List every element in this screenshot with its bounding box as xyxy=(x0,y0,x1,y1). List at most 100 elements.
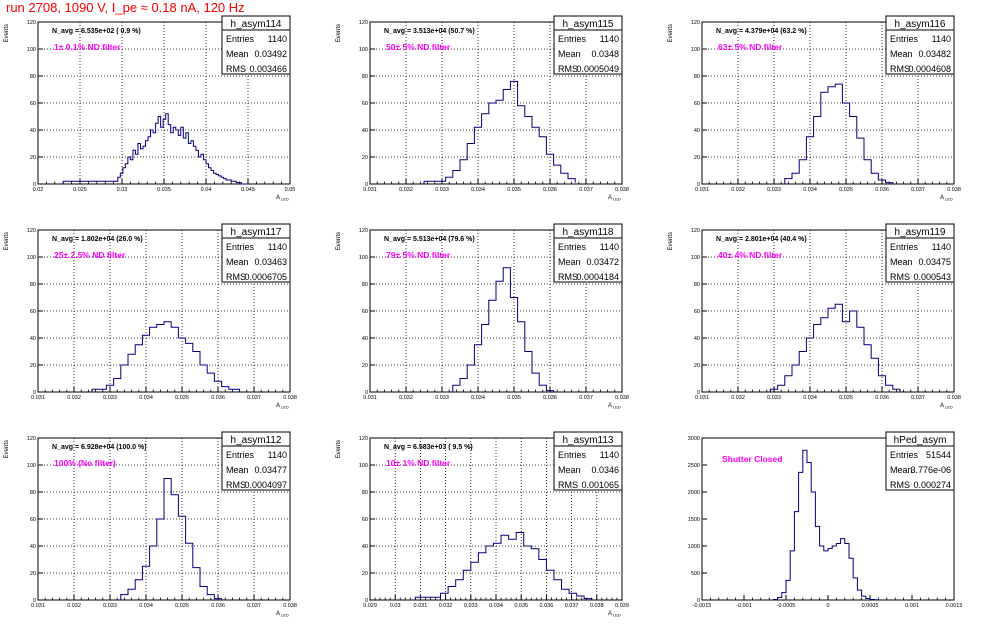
stats-box: h_asym118 Entries 1140 Mean 0.03472 RMS0.0004… xyxy=(553,223,623,283)
y-tick-label: 120 xyxy=(27,228,36,234)
y-tick-label: 2500 xyxy=(688,463,700,469)
x-axis-title: ALED xyxy=(608,195,621,202)
y-tick-label: 60 xyxy=(362,309,368,315)
x-tick-label: 0.032 xyxy=(67,395,81,401)
filter-label: 50± 5% ND filter xyxy=(386,42,451,52)
chart-h_asym119: 0.031 0.032 0.033 0.034 0.035 0.036 0.037 0.038… xyxy=(668,223,961,410)
stat-value: 1140 xyxy=(600,34,619,44)
x-tick-label: 0.033 xyxy=(435,187,449,193)
histogram-name: h_asym113 xyxy=(563,435,614,446)
stat-value: 0.03492 xyxy=(254,49,287,59)
x-tick-label: 0.037 xyxy=(579,187,593,193)
x-tick-label: 0.036 xyxy=(875,187,889,193)
y-tick-label: 0 xyxy=(365,598,368,604)
stat-value: 51544 xyxy=(926,450,951,460)
stat-label: RMS xyxy=(890,272,910,282)
y-tick-label: 40 xyxy=(694,336,700,342)
y-tick-label: 100 xyxy=(691,47,700,53)
y-tick-label: 120 xyxy=(359,436,368,442)
x-tick-label: 0.031 xyxy=(695,395,709,401)
panel-h_asym113: 0.029 0.03 0.031 0.032 0.033 0.034 0.035 0.036 0… xyxy=(332,430,662,630)
stat-value: 0.03472 xyxy=(586,257,619,267)
panel-h_asym114: 0.02 0.025 0.03 0.035 0.04 0.045 0.05 0 20 40 60 80… xyxy=(0,14,330,214)
x-tick-label: 0.038 xyxy=(590,603,604,609)
x-tick-label: 0.04 xyxy=(201,187,212,193)
y-tick-label: 40 xyxy=(362,336,368,342)
x-tick-label: 0.037 xyxy=(247,395,261,401)
x-tick-label: 0.037 xyxy=(911,395,925,401)
filter-label: 1± 0.1% ND filter xyxy=(54,42,121,52)
y-tick-label: 20 xyxy=(30,155,36,161)
stat-value: 1140 xyxy=(932,242,951,252)
stat-label: RMS xyxy=(226,480,246,490)
n-avg-label: N_avg = 1.802e+04 (26.0 %) xyxy=(52,236,143,243)
stat-label: Entries xyxy=(226,450,255,460)
histogram-name: h_asym114 xyxy=(231,19,282,30)
x-tick-label: 0.031 xyxy=(363,395,377,401)
x-tick-label: -0.0005 xyxy=(777,603,796,609)
panel-h_asym112: 0.031 0.032 0.033 0.034 0.035 0.036 0.037 0.038… xyxy=(0,430,330,630)
y-axis-title: Events xyxy=(668,24,674,42)
stat-value: 1140 xyxy=(932,34,951,44)
histogram-line xyxy=(423,80,576,184)
stat-value: 1140 xyxy=(600,242,619,252)
y-tick-label: 40 xyxy=(362,128,368,134)
stat-value: 0.03482 xyxy=(918,49,951,59)
y-tick-label: 120 xyxy=(359,228,368,234)
stat-value: 1140 xyxy=(268,34,287,44)
y-tick-label: 1500 xyxy=(688,517,700,523)
x-tick-label: 0.036 xyxy=(875,395,889,401)
y-tick-label: 80 xyxy=(362,282,368,288)
x-tick-label: 0.031 xyxy=(363,187,377,193)
y-tick-label: 20 xyxy=(362,363,368,369)
filter-label: 79± 5% ND filter xyxy=(386,250,451,260)
x-tick-label: 0 xyxy=(826,603,829,609)
x-tick-label: 0.035 xyxy=(839,187,853,193)
x-tick-label: 0.034 xyxy=(139,603,153,609)
x-tick-label: 0.025 xyxy=(73,187,87,193)
stat-label: Entries xyxy=(890,242,919,252)
y-tick-label: 20 xyxy=(694,155,700,161)
x-tick-label: 0.032 xyxy=(399,395,413,401)
stat-value: 0.0004184 xyxy=(576,272,619,282)
stat-label: Mean xyxy=(226,465,249,475)
x-tick-label: 0.033 xyxy=(435,395,449,401)
x-tick-label: 0.035 xyxy=(514,603,528,609)
stat-label: Mean xyxy=(226,49,249,59)
stat-value: 0.003466 xyxy=(249,64,287,74)
y-axis-title: Events xyxy=(4,24,10,42)
y-axis-title: Events xyxy=(668,232,674,250)
y-tick-label: 40 xyxy=(30,128,36,134)
x-tick-label: 0.038 xyxy=(283,603,297,609)
x-tick-label: 0.0005 xyxy=(862,603,879,609)
x-tick-label: 0.033 xyxy=(103,603,117,609)
stat-label: Entries xyxy=(890,34,919,44)
histogram-line xyxy=(784,83,894,184)
x-tick-label: 0.033 xyxy=(464,603,478,609)
stat-value: 1140 xyxy=(268,450,287,460)
x-tick-label: 0.038 xyxy=(283,395,297,401)
y-tick-label: 60 xyxy=(362,517,368,523)
x-tick-label: 0.032 xyxy=(67,603,81,609)
y-tick-label: 500 xyxy=(691,571,700,577)
histogram-name: h_asym116 xyxy=(895,19,946,30)
filter-label: 63± 5% ND filter xyxy=(718,42,783,52)
y-tick-label: 120 xyxy=(27,20,36,26)
chart-h_asym116: 0.031 0.032 0.033 0.034 0.035 0.036 0.037 0.038… xyxy=(668,15,961,202)
x-tick-label: 0.029 xyxy=(363,603,377,609)
x-tick-label: 0.037 xyxy=(565,603,579,609)
x-tick-label: 0.033 xyxy=(767,395,781,401)
chart-h_asym118: 0.031 0.032 0.033 0.034 0.035 0.036 0.037 0.038… xyxy=(336,223,629,410)
y-tick-label: 100 xyxy=(359,255,368,261)
stat-value: 0.001065 xyxy=(581,480,619,490)
y-tick-label: 20 xyxy=(362,155,368,161)
n-avg-label: N_avg = 3.513e+04 (50.7 %) xyxy=(384,28,475,35)
stats-box: h_asym119 Entries 1140 Mean 0.03475 RMS 0.0005… xyxy=(885,223,955,283)
y-tick-label: 60 xyxy=(694,101,700,107)
stat-label: RMS xyxy=(890,64,910,74)
histogram-name: h_asym119 xyxy=(895,227,946,238)
y-tick-label: 100 xyxy=(691,255,700,261)
y-tick-label: 0 xyxy=(365,390,368,396)
